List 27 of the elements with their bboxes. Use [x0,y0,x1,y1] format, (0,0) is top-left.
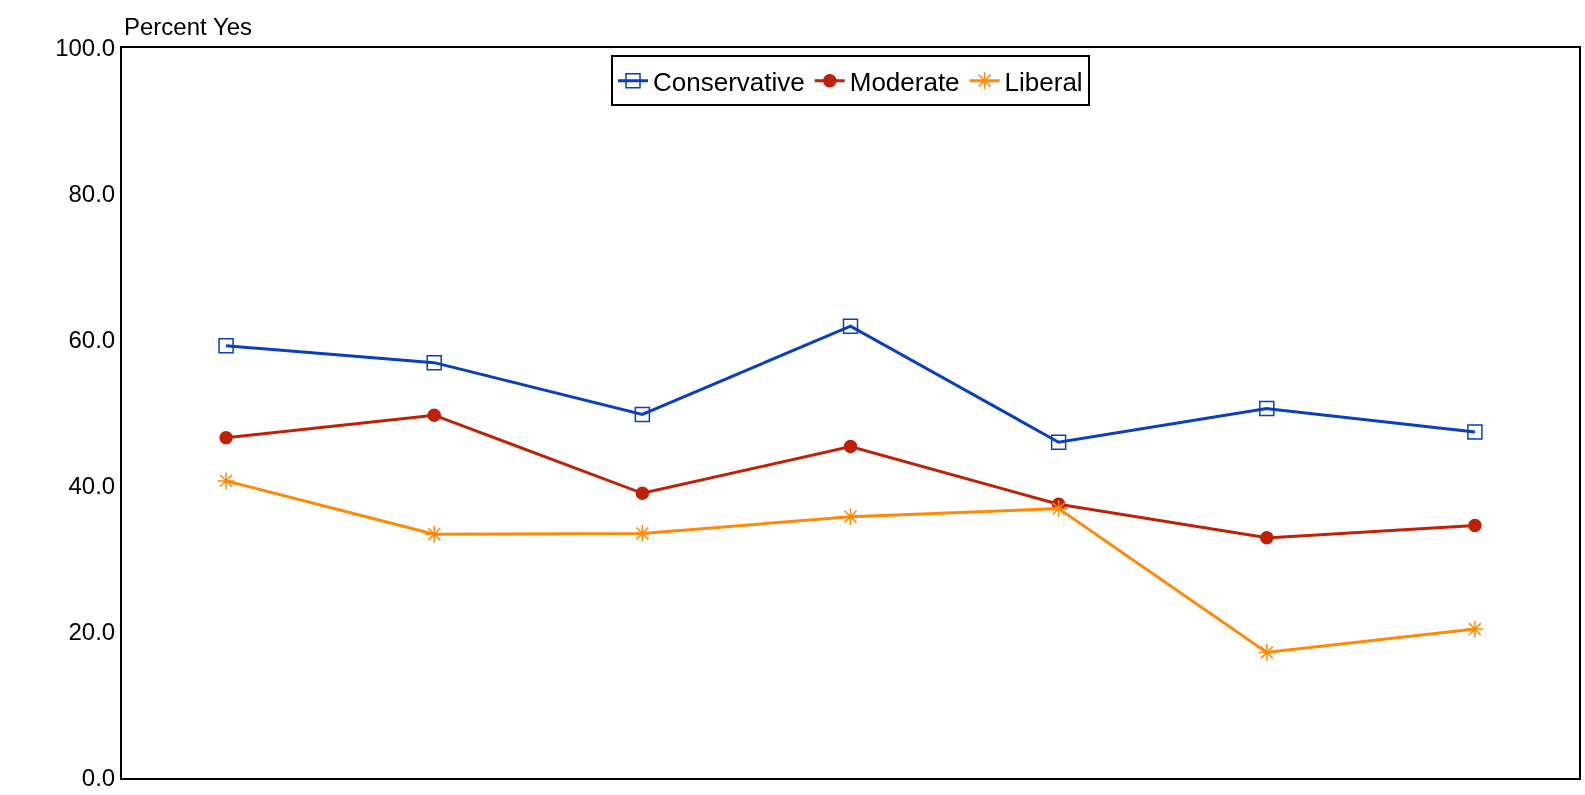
y-axis-title: Percent Yes [124,13,253,40]
point [1257,643,1276,662]
y-tick-label: 40.0 [68,472,116,500]
legend-label: Conservative [653,66,805,97]
point [216,471,236,491]
y-tick-label: 0.0 [81,764,116,792]
point [842,318,859,334]
y-tick-label: 20.0 [68,618,116,646]
point [1259,400,1275,417]
point [218,338,234,354]
point [1468,518,1482,533]
point [1465,619,1485,639]
point [843,439,858,454]
point [426,354,442,371]
y-tick-label: 100.0 [55,34,116,62]
y-tick-label: 60.0 [68,326,116,354]
point [219,431,233,445]
legend-label: Liberal [1004,66,1083,97]
point [635,486,650,501]
point [633,524,652,543]
point [634,406,651,423]
legend-label: Moderate [849,66,960,97]
point [1050,434,1067,450]
y-tick-label: 80.0 [68,180,116,208]
point [427,408,441,422]
point [1467,424,1483,440]
point [1260,531,1274,545]
